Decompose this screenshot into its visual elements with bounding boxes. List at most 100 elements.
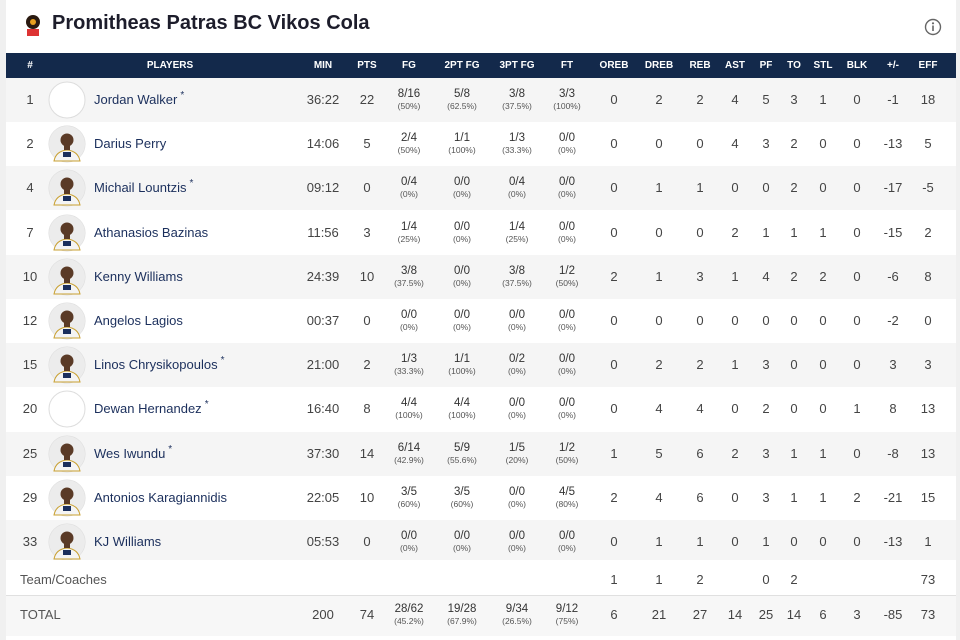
shooting-cell: 6/14 (42.9%) [369, 442, 449, 465]
stat-cell: -85 [883, 607, 903, 622]
shooting-cell: 0/4 (0%) [477, 176, 557, 199]
row-background [6, 520, 956, 564]
player-avatar [48, 125, 86, 163]
stat-cell: 2 [696, 357, 704, 373]
stat-cell: 0 [790, 401, 798, 417]
percentage: (50%) [555, 277, 579, 288]
table-header-bar [6, 53, 956, 78]
stat-cell: 0 [610, 357, 618, 373]
percentage: (37.5%) [502, 277, 532, 288]
stat-cell: 36:22 [306, 92, 340, 107]
shooting-cell: 0/0 (0%) [527, 221, 607, 244]
player-avatar [48, 346, 86, 384]
stat-cell: -6 [887, 268, 899, 284]
row-background [6, 560, 956, 600]
stat-cell: 0 [731, 401, 739, 417]
shooting-cell: 3/5 (60%) [369, 486, 449, 509]
stat-cell: 5 [655, 445, 663, 461]
stat-cell: 3 [363, 224, 371, 240]
stat-cell: 200 [312, 607, 334, 622]
stat-cell: 4 [655, 401, 663, 417]
shooting-cell: 5/9 (55.6%) [422, 442, 502, 465]
player-name[interactable]: Wes Iwundu [94, 445, 166, 461]
made-attempted: 0/0 [559, 220, 575, 233]
player-name[interactable]: Kenny Williams [94, 268, 183, 284]
percentage: (55.6%) [447, 454, 477, 465]
stat-cell: 4 [731, 92, 739, 107]
jersey-number: 12 [22, 313, 38, 328]
shooting-cell: 1/3 (33.3%) [477, 132, 557, 155]
percentage: (0%) [558, 145, 576, 156]
column-header: FG [402, 60, 416, 71]
stat-cell: 2 [610, 489, 618, 505]
player-name[interactable]: Darius Perry [94, 136, 167, 152]
stat-cell: 4 [696, 401, 704, 417]
percentage: (20%) [505, 454, 529, 465]
player-name-cell: Linos Chrysikopoulos * [94, 355, 224, 375]
player-name[interactable]: Jordan Walker [94, 92, 178, 107]
stat-cell: 1 [731, 268, 739, 284]
stat-cell: 3 [924, 357, 932, 373]
made-attempted: 1/1 [454, 353, 470, 366]
made-attempted: 1/1 [454, 132, 470, 145]
jersey-number: 4 [26, 180, 34, 196]
made-attempted: 0/0 [454, 220, 470, 233]
percentage: (0%) [508, 543, 526, 553]
player-name[interactable]: Antonios Karagiannidis [94, 489, 227, 505]
stat-cell: 0 [853, 534, 861, 549]
player-name-cell: Kenny Williams [94, 267, 183, 287]
percentage: (0%) [453, 322, 471, 332]
stat-cell: 2 [790, 180, 798, 196]
stat-cell: 0 [655, 224, 663, 240]
stat-cell: 1 [610, 572, 618, 587]
made-attempted: 0/0 [509, 530, 525, 542]
stat-cell: 6 [819, 607, 827, 622]
stat-cell: 0 [853, 92, 861, 107]
made-attempted: 4/5 [559, 485, 575, 498]
shooting-cell: 8/16 (50%) [369, 88, 449, 111]
made-attempted: 0/0 [509, 485, 525, 498]
stat-cell: 14 [786, 607, 802, 622]
made-attempted: 5/9 [454, 441, 470, 454]
percentage: (62.5%) [447, 101, 477, 111]
shooting-cell: 0/0 (0%) [369, 530, 449, 553]
info-icon[interactable] [923, 17, 943, 37]
stat-cell: 21 [651, 607, 667, 622]
percentage: (26.5%) [502, 616, 532, 626]
player-avatar [48, 258, 86, 296]
made-attempted: 3/3 [559, 88, 575, 100]
stat-cell: 6 [696, 489, 704, 505]
player-name[interactable]: KJ Williams [94, 534, 162, 549]
made-attempted: 1/4 [401, 220, 417, 233]
stat-cell: 0 [655, 313, 663, 328]
row-background [6, 343, 956, 388]
stat-cell: 0 [819, 180, 827, 196]
shooting-cell: 1/4 (25%) [477, 221, 557, 244]
player-name[interactable]: Dewan Hernandez [94, 401, 202, 417]
jersey-number: 25 [22, 445, 38, 461]
row-background [6, 78, 956, 122]
stat-cell: 14:06 [306, 136, 340, 152]
made-attempted: 1/3 [401, 353, 417, 366]
player-name-cell: Michail Lountzis * [94, 178, 193, 198]
stat-cell: 22 [359, 92, 375, 107]
stat-cell: 14 [727, 607, 743, 622]
percentage: (75%) [555, 616, 579, 626]
shooting-cell: 0/0 (0%) [527, 397, 607, 420]
stat-cell: 0 [363, 180, 371, 196]
stat-cell: 2 [819, 268, 827, 284]
player-name-cell: Wes Iwundu * [94, 444, 172, 464]
jersey-number: 33 [22, 534, 38, 549]
player-name[interactable]: Linos Chrysikopoulos [94, 357, 218, 373]
made-attempted: 6/14 [397, 441, 421, 454]
player-name[interactable]: Michail Lountzis [94, 180, 187, 196]
stat-cell: 0 [853, 445, 861, 461]
player-name[interactable]: Athanasios Bazinas [94, 224, 209, 240]
shooting-cell: 1/3 (33.3%) [369, 353, 449, 376]
made-attempted: 0/0 [509, 397, 525, 410]
player-avatar [48, 302, 86, 340]
percentage: (67.9%) [447, 616, 477, 626]
player-name[interactable]: Angelos Lagios [94, 313, 183, 328]
stat-cell: 2 [790, 572, 798, 587]
stat-cell: 2 [610, 268, 618, 284]
